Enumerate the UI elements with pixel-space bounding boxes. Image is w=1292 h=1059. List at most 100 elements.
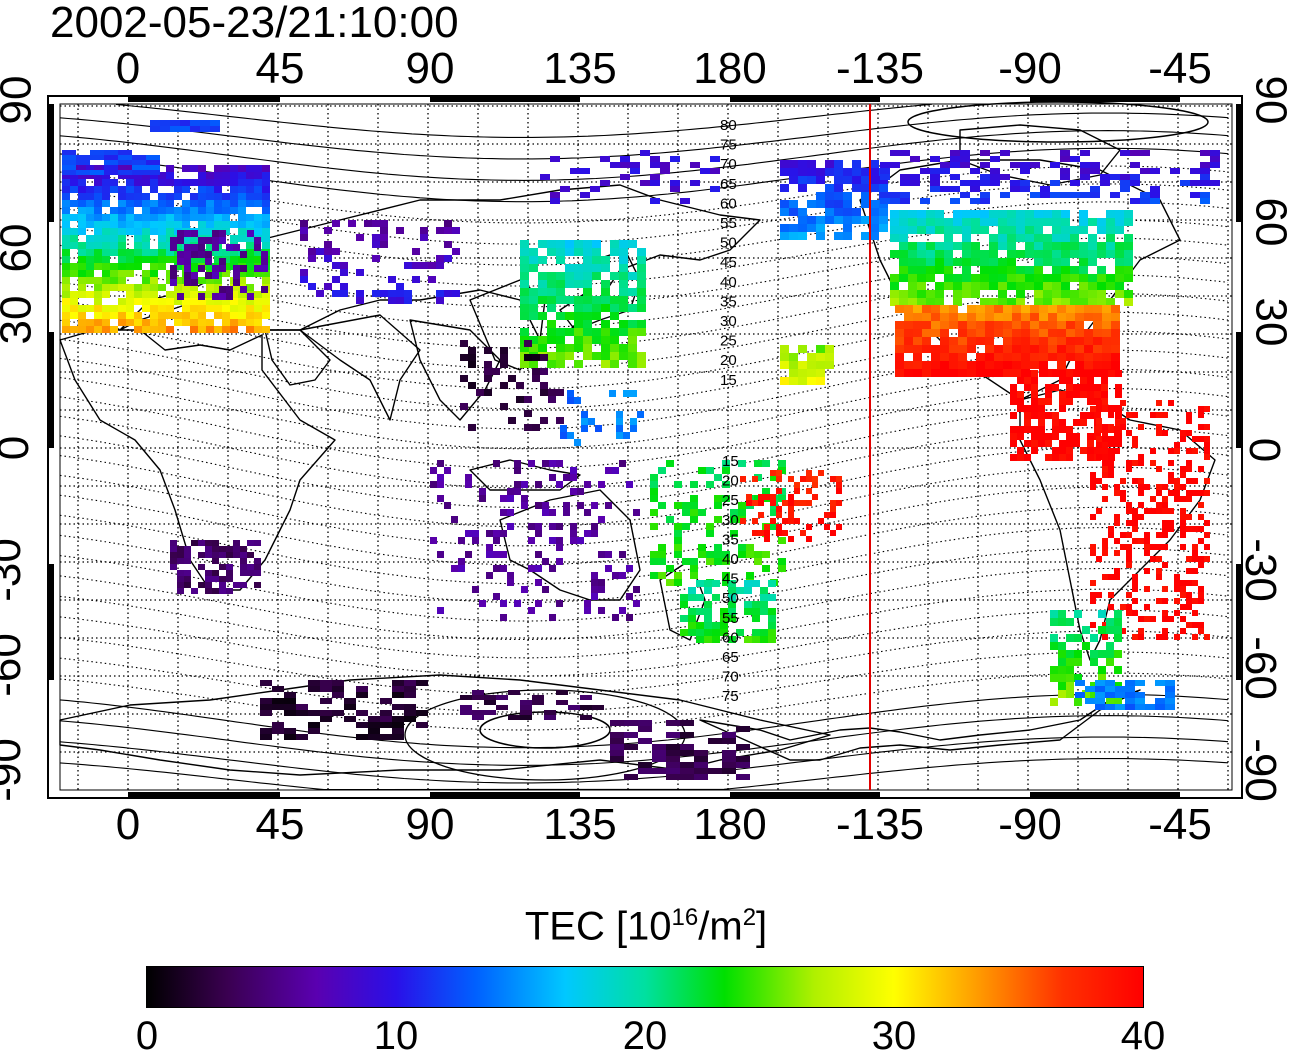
tec-cell	[740, 476, 746, 482]
tec-cell	[628, 360, 637, 368]
tec-cell	[206, 179, 214, 186]
tec-cell	[182, 207, 190, 214]
tec-cell	[680, 198, 690, 204]
tec-cell	[514, 488, 521, 495]
tec-cell	[182, 235, 190, 242]
tec-cell	[807, 224, 816, 232]
tec-cell	[254, 319, 262, 326]
tec-cell	[182, 214, 190, 221]
tec-cell	[134, 186, 142, 193]
tec-cell	[62, 284, 70, 291]
tec-cell	[1100, 174, 1110, 180]
tec-cell	[762, 551, 770, 558]
tec-cell	[332, 262, 340, 269]
tec-cell	[1061, 290, 1070, 298]
tec-cell	[500, 347, 508, 354]
tec-cell	[720, 629, 728, 636]
tec-cell	[670, 156, 680, 162]
tec-cell	[198, 228, 206, 235]
tec-cell	[118, 242, 126, 249]
tec-cell	[694, 756, 708, 762]
tec-cell	[1120, 186, 1130, 192]
tec-cell	[226, 546, 233, 552]
tec-cell	[834, 176, 843, 184]
tec-cell	[507, 509, 514, 516]
tec-cell	[486, 572, 493, 579]
tec-cell	[1192, 568, 1198, 574]
tec-cell	[556, 352, 565, 360]
tec-cell	[158, 319, 166, 326]
tec-cell	[931, 353, 940, 361]
tec-cell	[944, 266, 953, 274]
tec-cell	[198, 256, 206, 263]
tec-cell	[1204, 634, 1210, 640]
tec-cell	[493, 530, 500, 537]
tec-cell	[1075, 353, 1084, 361]
tec-cell	[1058, 658, 1066, 666]
tec-cell	[150, 221, 158, 228]
tec-cell	[770, 494, 776, 500]
tec-cell	[142, 249, 150, 256]
tec-cell	[680, 750, 694, 756]
tec-cell	[78, 249, 86, 256]
tec-cell	[1120, 174, 1130, 180]
tec-cell	[1120, 478, 1126, 484]
tec-cell	[650, 162, 660, 168]
tec-cell	[222, 305, 230, 312]
tec-cell	[520, 344, 529, 352]
tec-cell	[1060, 156, 1070, 162]
tec-cell	[134, 214, 142, 221]
tec-cell	[392, 686, 404, 692]
tec-cell	[166, 221, 174, 228]
tec-cell	[696, 594, 704, 601]
tec-cell	[1058, 650, 1066, 658]
tec-cell	[1000, 192, 1010, 198]
tec-cell	[524, 340, 532, 347]
tec-cell	[1066, 370, 1073, 377]
tec-cell	[226, 564, 233, 570]
tec-cell	[472, 695, 484, 700]
tec-cell	[630, 418, 637, 425]
tec-cell	[890, 210, 899, 218]
tec-cell	[931, 369, 940, 377]
tec-cell	[219, 286, 226, 293]
tec-cell	[880, 168, 890, 174]
tec-cell	[226, 293, 233, 300]
tec-cell	[507, 523, 514, 530]
tec-cell	[1060, 192, 1070, 198]
tec-cell	[460, 375, 468, 382]
tec-cell	[465, 551, 472, 558]
tec-cell	[126, 291, 134, 298]
tec-cell	[1198, 502, 1204, 508]
tec-cell	[212, 230, 219, 237]
tec-cell	[637, 272, 646, 280]
tec-cell	[134, 312, 142, 319]
tec-cell	[696, 580, 704, 587]
tec-cell	[620, 162, 630, 168]
tec-cell	[764, 494, 770, 500]
tec-cell	[970, 168, 980, 174]
tec-cell	[626, 481, 633, 488]
tec-cell	[1102, 329, 1111, 337]
tec-cell	[547, 320, 556, 328]
tec-cell	[78, 291, 86, 298]
tec-cell	[150, 172, 158, 179]
tec-cell	[94, 298, 102, 305]
tec-cell	[380, 716, 392, 722]
tec-cell	[1003, 329, 1012, 337]
tec-cell	[500, 354, 508, 361]
contour-label-south: 45	[722, 571, 739, 588]
tec-cell	[1105, 704, 1115, 710]
tec-cell	[102, 284, 110, 291]
tec-cell	[214, 305, 222, 312]
tec-cell	[1070, 234, 1079, 242]
tec-cell	[529, 256, 538, 264]
tec-cell	[592, 248, 601, 256]
tec-cell	[1075, 305, 1084, 313]
magnetic-isoline	[59, 130, 1229, 181]
tec-cell	[807, 176, 816, 184]
tec-cell	[1052, 242, 1061, 250]
tec-cell	[994, 345, 1003, 353]
tec-cell	[540, 417, 548, 424]
tec-cell	[170, 237, 177, 244]
